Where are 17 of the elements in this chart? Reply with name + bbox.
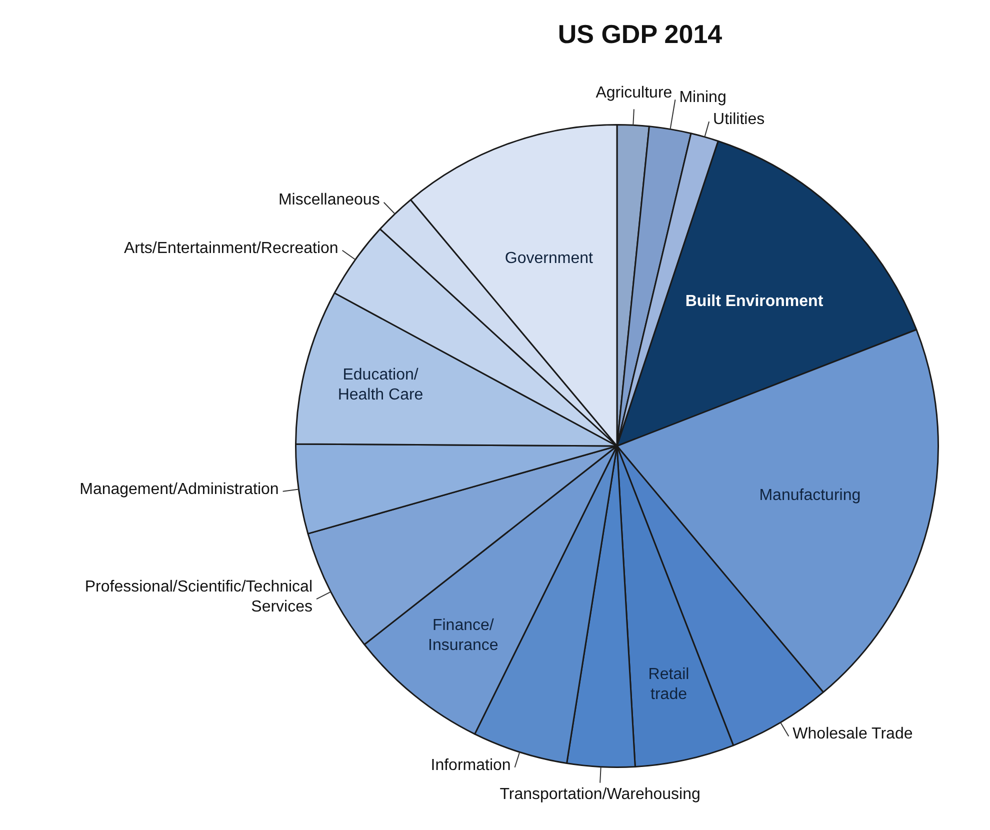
slice-label: Professional/Scientific/Technical Services [84, 578, 313, 616]
slice-label: Management/Administration [80, 480, 279, 498]
slice-label: Utilities [713, 110, 765, 128]
slice-label: Mining [679, 89, 726, 106]
slice-label: Agriculture [596, 84, 672, 102]
slice-label: Government [504, 250, 594, 268]
slice-label: Transportation/Warehousing [500, 786, 700, 804]
slice-label: Wholesale Trade [792, 726, 913, 743]
chart-title: US GDP 2014 [558, 19, 723, 50]
slice-label: Miscellaneous [278, 192, 380, 209]
slice-label: Built Environment [685, 293, 824, 310]
slice-label: Arts/Entertainment/Recreation [124, 240, 338, 257]
slice-label: Information [430, 756, 511, 774]
slice-label: Finance/Insurance [428, 616, 498, 654]
slice-label: Retail trade [648, 666, 690, 704]
slice-label: Education/Health Care [338, 366, 424, 404]
slice-label: Manufacturing [759, 486, 861, 504]
